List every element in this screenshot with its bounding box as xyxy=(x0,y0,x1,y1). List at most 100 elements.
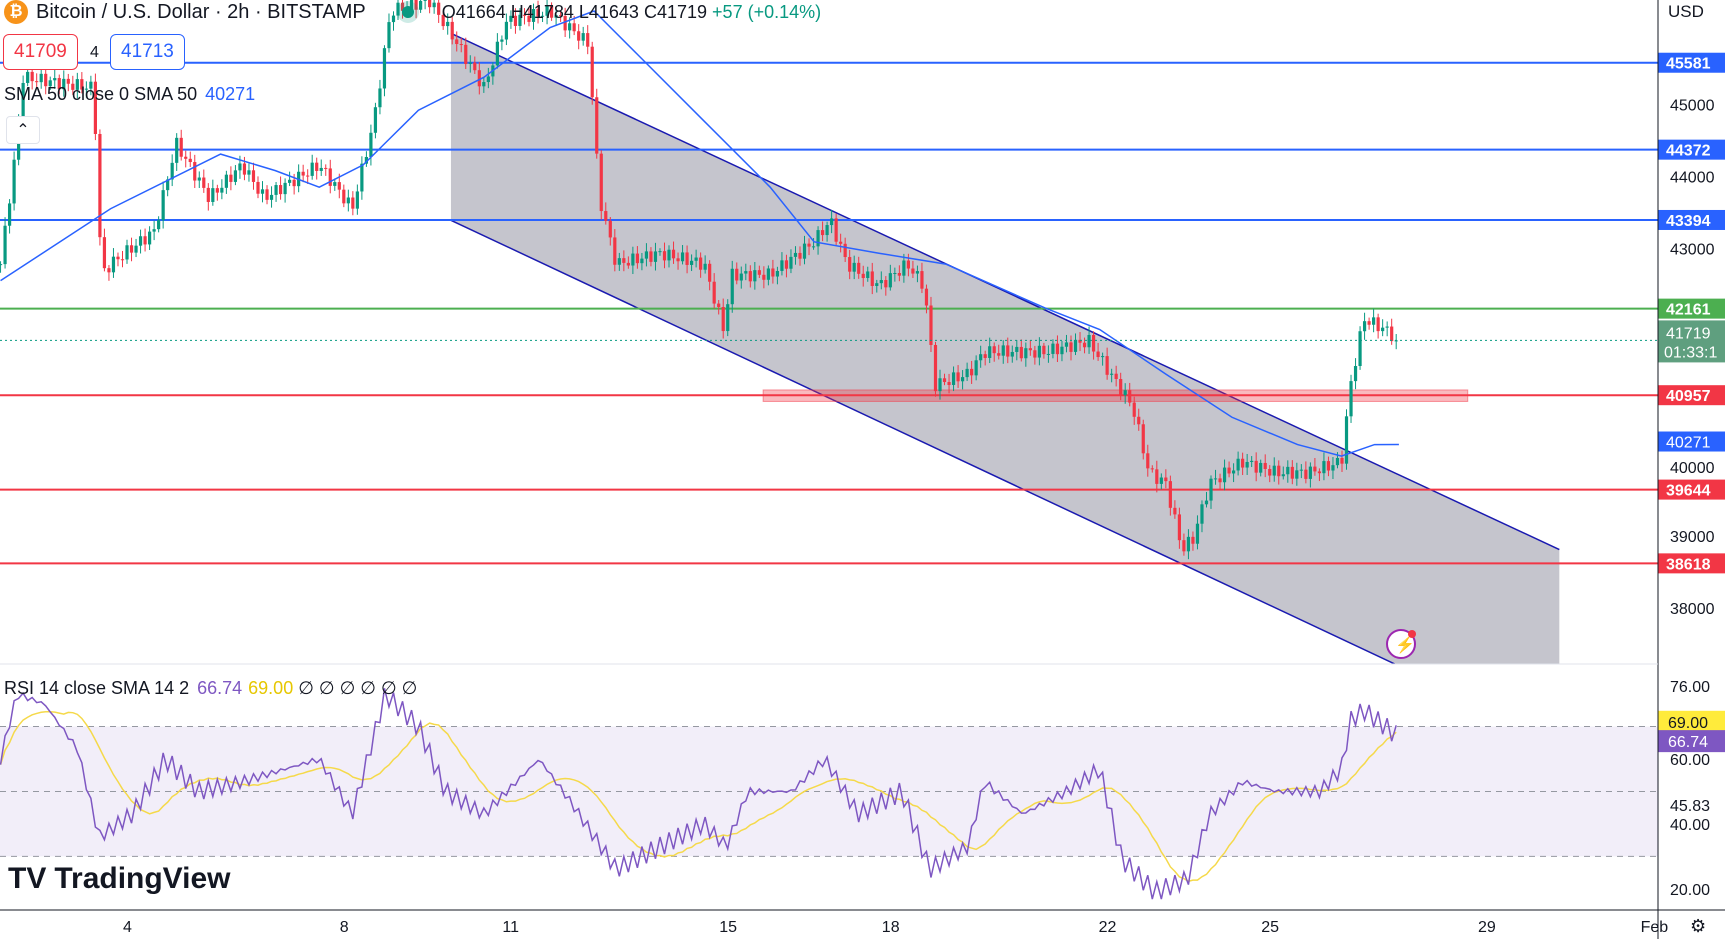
candle-body xyxy=(1272,465,1276,476)
candle-body xyxy=(568,23,572,31)
candle-body xyxy=(283,182,287,195)
candle-body xyxy=(1367,321,1371,325)
candle-body xyxy=(1119,379,1123,396)
candle-body xyxy=(888,273,892,288)
candle-body xyxy=(1033,350,1037,358)
candle-body xyxy=(1096,351,1100,358)
buy-button[interactable]: 41713 xyxy=(110,34,185,70)
candle-body xyxy=(861,273,865,279)
symbol-title[interactable]: Bitcoin / U.S. Dollar · 2h · BITSTAMP xyxy=(36,0,366,23)
candle-body xyxy=(811,246,816,248)
candle-body xyxy=(1137,416,1141,425)
candle-body xyxy=(1317,471,1322,474)
time-tick-label: Feb xyxy=(1641,919,1669,936)
candle-body xyxy=(30,71,34,82)
candle-body xyxy=(830,218,834,226)
candle-body xyxy=(1150,468,1154,470)
candle-body xyxy=(504,21,509,40)
candle-body xyxy=(735,268,739,281)
candle-body xyxy=(951,372,956,385)
candle-body xyxy=(694,257,698,261)
candle-body xyxy=(251,170,256,182)
candle-body xyxy=(739,273,743,281)
rsi-label-bg xyxy=(1658,730,1725,753)
level-label: 39644 xyxy=(1666,483,1711,500)
candle-body xyxy=(62,78,66,90)
candle-body xyxy=(1308,466,1312,479)
candle-body xyxy=(1204,500,1209,505)
candle-body xyxy=(184,156,188,159)
candle-body xyxy=(703,263,707,270)
candle-body xyxy=(1123,390,1127,396)
tv-logo-icon: TV xyxy=(8,862,47,895)
candle-body xyxy=(441,14,445,27)
rsi-sma-axis-label: 69.00 xyxy=(1668,715,1708,732)
candle-body xyxy=(455,39,459,45)
candle-body xyxy=(1159,477,1163,484)
candle-body xyxy=(157,220,161,230)
candle-body xyxy=(143,236,147,245)
candle-body xyxy=(622,258,626,263)
candle-body xyxy=(1082,342,1087,348)
candle-body xyxy=(1277,465,1281,477)
candle-body xyxy=(428,0,432,8)
candle-body xyxy=(3,225,7,265)
candle-body xyxy=(1195,523,1200,544)
candle-body xyxy=(206,187,210,202)
candle-body xyxy=(1259,462,1263,473)
candle-body xyxy=(39,73,43,83)
sma-legend[interactable]: SMA 50 close 0 SMA 50 40271 xyxy=(4,84,256,104)
candle-body xyxy=(531,9,536,22)
candle-body xyxy=(351,197,355,209)
candle-body xyxy=(1060,346,1064,355)
time-tick-label: 8 xyxy=(340,919,349,936)
sell-button[interactable]: 41709 xyxy=(3,34,78,70)
candle-body xyxy=(1231,470,1236,474)
candle-body xyxy=(1227,467,1231,474)
rsi-tick-label: 20.00 xyxy=(1670,882,1710,899)
candle-body xyxy=(590,46,594,98)
main-pane xyxy=(0,0,1658,664)
collapse-legend-button[interactable]: ⌃ xyxy=(6,116,40,144)
candle-body xyxy=(0,264,3,266)
rsi-legend[interactable]: RSI 14 close SMA 14 2 66.74 69.00 ∅ ∅ ∅ ∅ … xyxy=(4,678,418,698)
candle-body xyxy=(328,168,332,186)
candle-body xyxy=(138,236,143,246)
candle-body xyxy=(1304,469,1308,479)
candle-body xyxy=(902,260,906,276)
level-label-bg xyxy=(1658,52,1725,73)
countdown-label: 01:33:1 xyxy=(1664,344,1717,361)
candle-body xyxy=(608,220,612,238)
tradingview-logo[interactable]: TV TradingView xyxy=(8,862,231,895)
candle-body xyxy=(653,251,658,262)
candle-body xyxy=(965,368,969,378)
candle-body xyxy=(129,245,134,253)
candle-body xyxy=(676,258,680,262)
candle-body xyxy=(1326,461,1331,471)
candle-body xyxy=(120,259,125,261)
candle-body xyxy=(721,306,725,332)
candle-body xyxy=(1286,466,1290,475)
candle-body xyxy=(1128,390,1132,403)
candle-body xyxy=(1042,345,1046,355)
candle-body xyxy=(572,23,576,32)
currency-label[interactable]: USD xyxy=(1668,2,1704,21)
candle-body xyxy=(1385,326,1389,328)
candle-body xyxy=(617,258,621,265)
candle-body xyxy=(1006,345,1010,357)
candle-body xyxy=(125,245,129,260)
candle-body xyxy=(893,273,897,275)
settings-icon[interactable]: ⚙ xyxy=(1690,916,1707,936)
rsi-tick-label: 40.00 xyxy=(1670,817,1710,834)
candle-body xyxy=(848,257,852,272)
candle-body xyxy=(1168,481,1172,508)
candle-body xyxy=(586,33,590,47)
time-tick-label: 25 xyxy=(1261,919,1279,936)
candle-body xyxy=(1051,343,1055,354)
symbol-header: ₿ Bitcoin / U.S. Dollar · 2h · BITSTAMP … xyxy=(4,0,821,24)
alert-lightning-icon xyxy=(1386,629,1416,659)
time-tick-label: 22 xyxy=(1099,919,1117,936)
candle-body xyxy=(852,262,856,272)
candle-body xyxy=(1010,351,1014,357)
